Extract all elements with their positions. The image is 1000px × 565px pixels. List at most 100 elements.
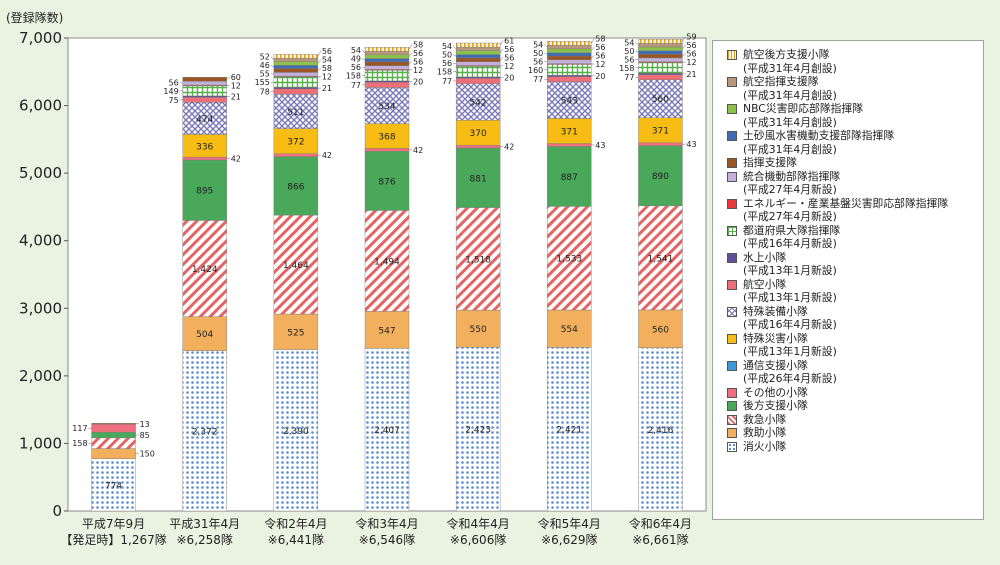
bar-segment	[273, 76, 319, 88]
bar-segment	[182, 350, 227, 512]
y-tick-label: 7,000	[19, 29, 62, 47]
bar-segment	[547, 52, 592, 57]
data-label: 890	[652, 172, 669, 182]
data-label: 58	[595, 35, 605, 44]
bar-segment	[182, 97, 227, 103]
leader-line	[408, 44, 413, 50]
data-label: 42	[504, 143, 514, 152]
data-label: 372	[287, 138, 304, 148]
bar-segment	[364, 311, 410, 349]
leader-line	[317, 50, 322, 57]
data-label: 54	[351, 46, 361, 55]
data-label: 12	[231, 81, 241, 90]
bar-segment	[455, 66, 501, 78]
leader-line	[591, 38, 595, 44]
data-label: 504	[196, 330, 213, 340]
leader-line	[682, 36, 686, 42]
data-label: 2,423	[465, 426, 491, 436]
bar-segment	[91, 431, 136, 439]
data-label: 60	[231, 73, 241, 82]
data-label: 2,421	[556, 426, 582, 436]
bar-segment	[273, 153, 319, 157]
legend-item: 救急小隊	[727, 413, 983, 427]
x-category-label: 令和4年4月	[447, 516, 510, 531]
legend-swatch	[727, 77, 737, 87]
data-label: 150	[140, 450, 155, 459]
data-label: 1,541	[648, 254, 674, 264]
legend-item: 消火小隊	[727, 440, 983, 454]
bar-segment	[91, 424, 136, 433]
legend-swatch	[727, 414, 737, 425]
leader-line	[408, 52, 413, 57]
data-label: 2,372	[192, 427, 218, 437]
stacked-bar-chart: (登録隊数) 0 1,000 2,000 3,000 4,000 5,000 6,000 7,…	[6, 10, 707, 547]
data-label: 56	[595, 43, 605, 52]
data-label: 895	[196, 187, 213, 197]
bar-segment	[182, 220, 227, 317]
bar-segment	[364, 148, 410, 152]
legend-item: 土砂風水害機動支援部隊指揮隊 (平成31年4月創設)	[727, 129, 983, 156]
legend-label: 特殊災害小隊	[743, 331, 808, 345]
data-label: 550	[470, 325, 487, 335]
leader-line	[635, 42, 639, 46]
legend-item: その他の小隊	[727, 386, 983, 400]
bar-segment	[182, 81, 227, 86]
data-label: 54	[322, 56, 332, 65]
bar-segment	[364, 87, 410, 124]
leader-line	[682, 44, 686, 50]
bar-segment	[638, 347, 683, 512]
bar-segment	[273, 72, 319, 77]
bar-segment	[364, 58, 410, 63]
legend-label: 消火小隊	[743, 439, 787, 453]
data-label: 56	[322, 47, 332, 56]
data-label: 56	[686, 41, 696, 50]
bar-segment	[455, 42, 501, 48]
bar-segment	[273, 58, 319, 62]
data-label: 474	[196, 115, 213, 125]
data-label: 56	[686, 50, 696, 59]
data-label: 20	[595, 72, 605, 81]
y-tick-label: 5,000	[19, 164, 62, 182]
legend-item: 救助小隊	[727, 426, 983, 440]
bar-segment	[455, 46, 501, 51]
legend-sublabel: (平成13年1月新設)	[743, 264, 837, 277]
legend-swatch	[727, 50, 737, 60]
bar-segment	[547, 81, 592, 119]
legend-label: 救助小隊	[743, 426, 787, 439]
legend-label: エネルギー・産業基盤災害即応部隊指揮隊	[743, 196, 949, 210]
data-label: 43	[595, 141, 605, 150]
data-label: 12	[686, 58, 696, 67]
bar-segment	[364, 65, 410, 70]
legend-label: 救急小隊	[743, 412, 787, 426]
x-category-label: 平成7年9月	[82, 517, 145, 531]
data-label: 55	[260, 70, 270, 79]
legend-item: NBC災害即応部隊指揮隊 (平成31年4月創設)	[727, 102, 983, 129]
legend-item: 航空指揮支援隊 (平成31年4月創設)	[727, 75, 983, 102]
data-label: 43	[686, 140, 696, 149]
chart-legend: 航空後方支援小隊 (平成31年4月創設) 航空指揮支援隊 (平成31年4月創設) NBC…	[712, 40, 984, 520]
legend-label: 後方支援小隊	[743, 399, 808, 412]
data-label: 13	[140, 420, 150, 429]
data-label: 2,416	[648, 426, 674, 436]
bar-segment	[638, 205, 683, 311]
data-label: 49	[351, 55, 361, 64]
legend-label: 都道府県大隊指揮隊	[743, 223, 841, 237]
leader-line	[361, 49, 366, 54]
bar-segment	[364, 46, 410, 52]
bar-segment	[182, 76, 227, 82]
bar-segment	[547, 48, 592, 53]
data-label: 1,494	[374, 257, 400, 267]
leader-line	[270, 64, 274, 68]
legend-sublabel: (平成31年4月創設)	[743, 142, 837, 156]
x-category-total: ※6,546隊	[359, 532, 415, 547]
bar-segment	[182, 156, 227, 161]
data-label: 56	[624, 55, 634, 64]
bar-segment	[638, 74, 683, 81]
data-label: 560	[652, 325, 669, 335]
bar-segment	[638, 46, 683, 51]
x-category-total: ※6,441隊	[268, 532, 324, 547]
bar-segment	[455, 309, 501, 348]
leader-line	[499, 57, 504, 61]
x-category-label: 平成31年4月	[169, 517, 240, 531]
bar-segment	[273, 93, 319, 129]
